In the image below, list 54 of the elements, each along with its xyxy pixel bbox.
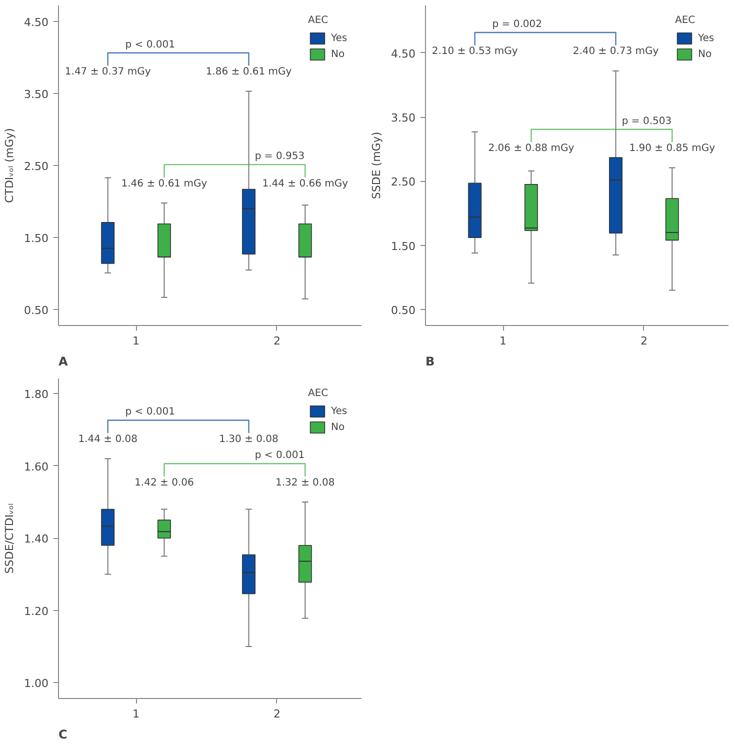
annotation: p = 0.953 — [254, 151, 305, 162]
annotation: 2.06 ± 0.88 mGy — [488, 143, 574, 154]
legend-label: No — [698, 48, 713, 61]
y-tick-label: 2.50 — [24, 160, 49, 173]
legend-title: AEC — [308, 15, 330, 26]
legend-label: Yes — [331, 404, 348, 418]
text: C — [58, 728, 68, 742]
annotation: 1.44 ± 0.08 — [78, 434, 138, 445]
y-tick-label: 4.50 — [391, 47, 416, 60]
annotation: p < 0.001 — [125, 39, 175, 50]
legend-label: Yes — [698, 32, 716, 45]
y-tick-label: 1.60 — [24, 460, 49, 474]
legend-title: AEC — [308, 388, 330, 399]
y-tick-label: 1.20 — [24, 604, 49, 618]
annotation: 1.46 ± 0.61 mGy — [121, 178, 208, 190]
annotation: p < 0.001 — [254, 450, 305, 462]
legend-label: No — [331, 420, 346, 434]
annotation: p = 0.503 — [622, 116, 672, 127]
y-axis-title: SSDE (mGy) — [370, 132, 384, 200]
x-tick-label: 1 — [500, 334, 507, 348]
annotation: 1.90 ± 0.85 mGy — [629, 143, 716, 154]
annotation: 1.42 ± 0.06 — [134, 477, 194, 488]
x-tick-label: 2 — [273, 334, 280, 348]
x-tick-label: 2 — [273, 708, 280, 720]
annotation: p = 0.002 — [492, 18, 542, 30]
legend-label: No — [331, 48, 346, 61]
legend-label: Yes — [331, 32, 348, 45]
y-tick-label: 2.50 — [391, 176, 416, 189]
x-tick-label: 2 — [640, 334, 648, 348]
annotation: 2.10 ± 0.53 mGy — [432, 46, 518, 58]
annotation: 1.86 ± 0.61 mGy — [206, 66, 292, 78]
y-tick-label: 4.50 — [24, 16, 49, 29]
y-tick-label: 1.50 — [24, 232, 49, 246]
annotation: 2.40 ± 0.73 mGy — [572, 46, 659, 58]
y-tick-label: 0.50 — [391, 304, 416, 317]
annotation: 1.30 ± 0.08 — [219, 434, 278, 445]
annotation: 1.44 ± 0.66 mGy — [262, 178, 348, 190]
y-tick-label: 3.50 — [24, 88, 49, 101]
y-axis-title: SSDE/CTDIᵥₒₗ — [3, 503, 16, 574]
y-tick-label: 1.50 — [391, 240, 416, 253]
annotation: p < 0.001 — [125, 406, 175, 418]
x-tick-label: 1 — [132, 334, 140, 348]
y-tick-label: 1.80 — [24, 388, 49, 402]
text: A — [58, 354, 68, 368]
y-tick-label: 1.00 — [24, 677, 49, 690]
legend-title: AEC — [675, 15, 696, 26]
x-tick-label: 1 — [132, 708, 140, 720]
annotation: 1.47 ± 0.37 mGy — [64, 66, 151, 78]
y-tick-label: 1.40 — [24, 532, 49, 546]
y-axis-title: CTDIᵥₒₗ (mGy) — [3, 128, 16, 203]
text: B — [426, 354, 435, 368]
annotation: 1.32 ± 0.08 — [275, 477, 335, 488]
y-tick-label: 3.50 — [391, 112, 416, 125]
y-tick-label: 0.50 — [24, 304, 49, 318]
